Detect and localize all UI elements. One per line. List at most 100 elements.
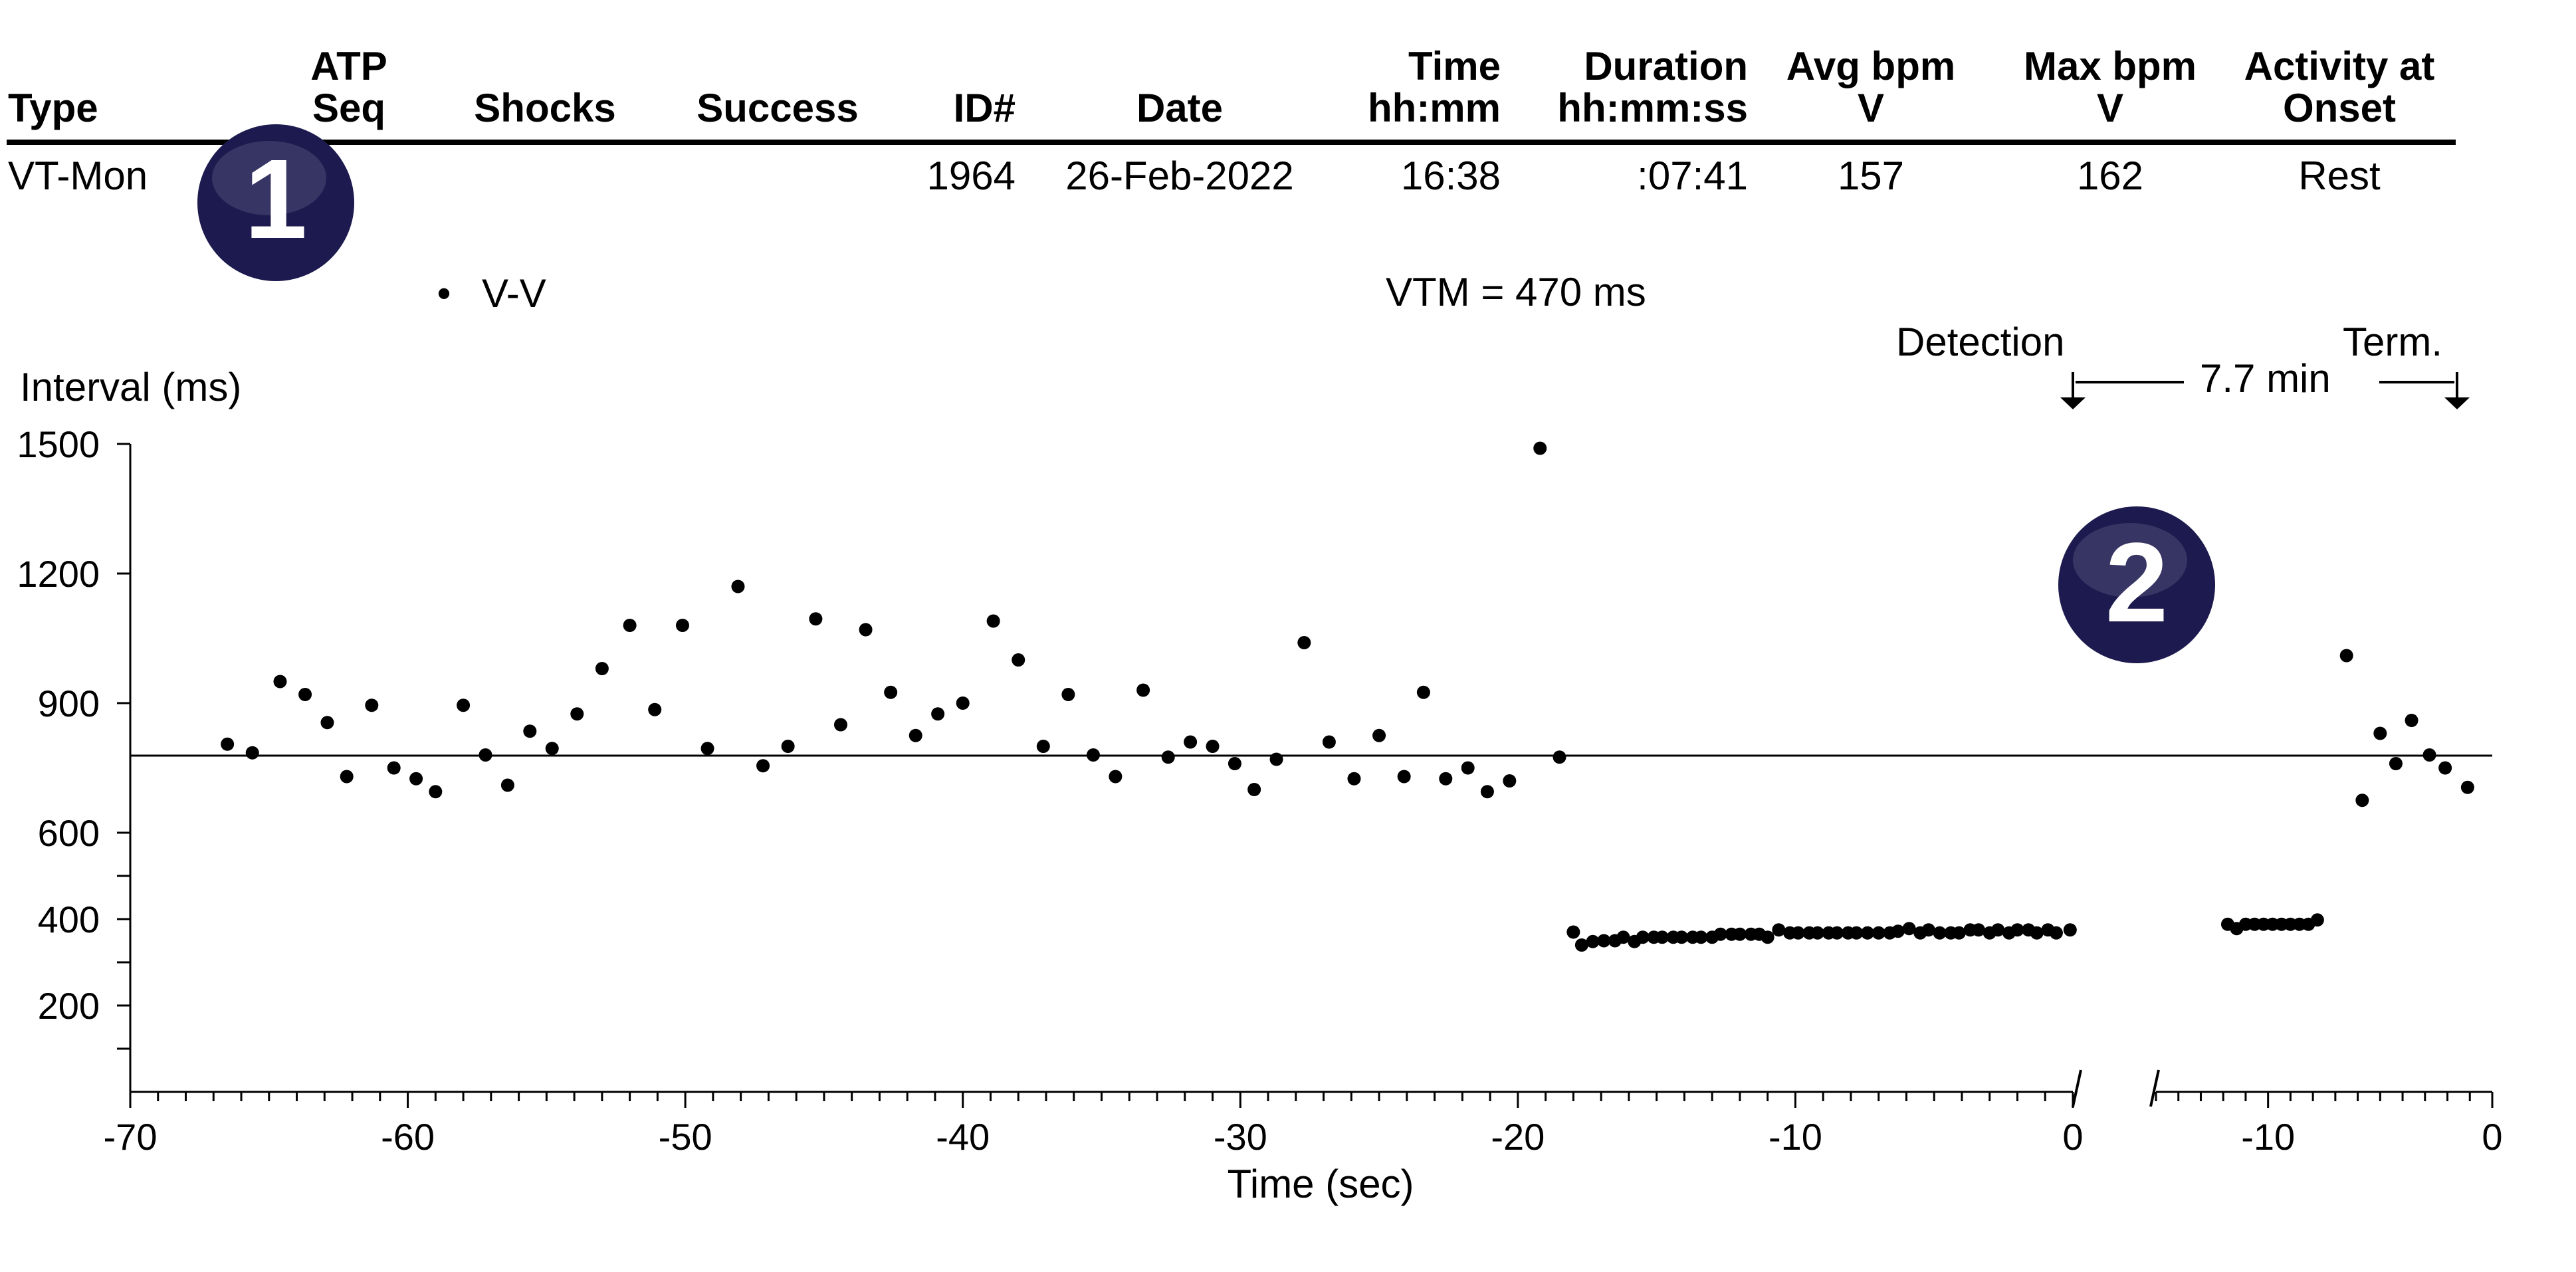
table-cell: 16:38 — [1401, 154, 1501, 198]
vv-interval-point — [986, 614, 1000, 628]
vv-interval-point — [1012, 653, 1025, 667]
vv-interval-point — [731, 580, 745, 593]
table-header-cell: Activity at — [2244, 44, 2435, 88]
vv-interval-point — [320, 716, 334, 730]
vv-interval-point — [2030, 926, 2044, 940]
badge-1: 1 — [197, 124, 354, 281]
vv-interval-point — [884, 685, 898, 699]
vv-interval-point — [1503, 774, 1517, 788]
table-header-cell: Max bpm — [2024, 44, 2197, 88]
vtm-label: VTM = 470 ms — [1386, 270, 1646, 314]
vv-interval-point — [570, 707, 584, 721]
vv-interval-point — [500, 778, 514, 792]
vv-interval-point — [1972, 923, 1986, 937]
table-header-cell: Time — [1408, 44, 1501, 88]
vv-interval-point — [595, 662, 609, 675]
y-tick-label: 400 — [38, 899, 100, 940]
vv-interval-point — [956, 696, 970, 710]
vv-interval-point — [1655, 930, 1669, 944]
vv-interval-point — [1206, 740, 1220, 753]
x-tick-label: -50 — [659, 1116, 712, 1158]
episode-table-row: VT-Mon 1964 26-Feb-2022 16:38:07:41 157 162 Re… — [8, 154, 2381, 198]
vv-interval-point — [1574, 938, 1588, 952]
vv-interval-point — [1991, 923, 2005, 937]
table-cell: 162 — [2077, 154, 2143, 198]
vv-interval-point — [2010, 923, 2024, 937]
vv-interval-point — [909, 728, 922, 742]
vv-interval-point — [1850, 926, 1864, 940]
vv-interval-point — [245, 746, 259, 760]
vv-interval-point — [1161, 750, 1175, 764]
vv-interval-point — [2373, 726, 2387, 740]
vv-interval-point — [1675, 930, 1689, 944]
vv-interval-point — [1297, 636, 1311, 649]
vv-interval-point — [365, 698, 379, 712]
vv-interval-point — [1439, 772, 1453, 786]
vv-interval-point — [1921, 923, 1935, 937]
vv-interval-point — [2355, 794, 2369, 807]
vv-interval-point — [1228, 757, 1241, 770]
table-cell: :07:41 — [1637, 154, 1748, 198]
vv-interval-point — [833, 718, 847, 732]
vv-interval-point — [1322, 735, 1336, 749]
vv-interval-point — [1713, 927, 1727, 941]
table-header-cell: ATP — [310, 44, 387, 88]
vv-interval-point — [1830, 926, 1844, 940]
vv-interval-point — [479, 748, 492, 762]
table-header-cell: Seq — [312, 86, 385, 130]
table-header-cell: Type — [8, 86, 98, 130]
x-tick-label: 0 — [2482, 1116, 2502, 1158]
vv-interval-point — [1636, 930, 1650, 944]
vv-interval-point — [1416, 685, 1430, 699]
vv-interval-point — [756, 759, 770, 773]
table-header-cell: Duration — [1584, 44, 1748, 88]
x-ticks: -70 -60 -50 -40 -30 -20 -10 0 -10 0 — [104, 1092, 2503, 1158]
badge-2-number: 2 — [2105, 520, 2169, 646]
badge-1-number: 1 — [245, 136, 308, 263]
vv-interval-point — [1694, 930, 1708, 944]
x-tick-label: -70 — [104, 1116, 158, 1158]
table-header-cell: Shocks — [474, 86, 615, 130]
table-header-cell: hh:mm:ss — [1557, 86, 1748, 130]
vv-interval-point — [2310, 913, 2324, 927]
table-cell: 26-Feb-2022 — [1065, 154, 1294, 198]
x-tick-label: -60 — [381, 1116, 435, 1158]
vv-interval-point — [859, 623, 873, 637]
vv-interval-point — [1733, 927, 1747, 941]
table-cell: VT-Mon — [8, 154, 148, 198]
table-header-cell: hh:mm — [1368, 86, 1501, 130]
table-header-cell: V — [1858, 86, 1884, 130]
y-ticks: 1500 1200 900 600 400 200 — [17, 423, 130, 1050]
vv-interval-point — [1347, 772, 1361, 786]
vv-interval-point — [1397, 770, 1411, 784]
vv-interval-point — [1184, 735, 1198, 749]
vv-interval-point — [221, 737, 235, 751]
vv-interval-point — [1247, 783, 1261, 796]
vv-interval-point — [809, 612, 823, 626]
y-tick-label: 1200 — [17, 553, 100, 595]
vv-interval-point — [1061, 688, 1075, 701]
x-tick-label: -30 — [1214, 1116, 1267, 1158]
vv-interval-point — [2049, 926, 2063, 940]
vv-interval-point — [1461, 761, 1475, 775]
vv-interval-point — [648, 702, 662, 716]
detection-arrow-icon — [2060, 397, 2086, 409]
vv-interval-point — [1761, 930, 1774, 944]
table-cell: Rest — [2298, 154, 2381, 198]
table-header-cell: ID# — [954, 86, 1016, 130]
x-tick-label: -10 — [2241, 1116, 2295, 1158]
vv-interval-point — [1616, 930, 1630, 944]
legend: • V-V — [437, 271, 546, 316]
vv-interval-point — [429, 785, 443, 799]
duration-gap-label: 7.7 min — [2200, 356, 2331, 401]
vv-interval-point — [1553, 750, 1566, 764]
vv-interval-point — [623, 619, 637, 632]
vv-interval-point — [1109, 770, 1123, 784]
vv-interval-point — [409, 772, 423, 786]
vv-interval-point — [1810, 926, 1824, 940]
table-header-cell: Date — [1136, 86, 1223, 130]
table-header-cell: V — [2097, 86, 2123, 130]
vv-interval-point — [298, 688, 312, 701]
